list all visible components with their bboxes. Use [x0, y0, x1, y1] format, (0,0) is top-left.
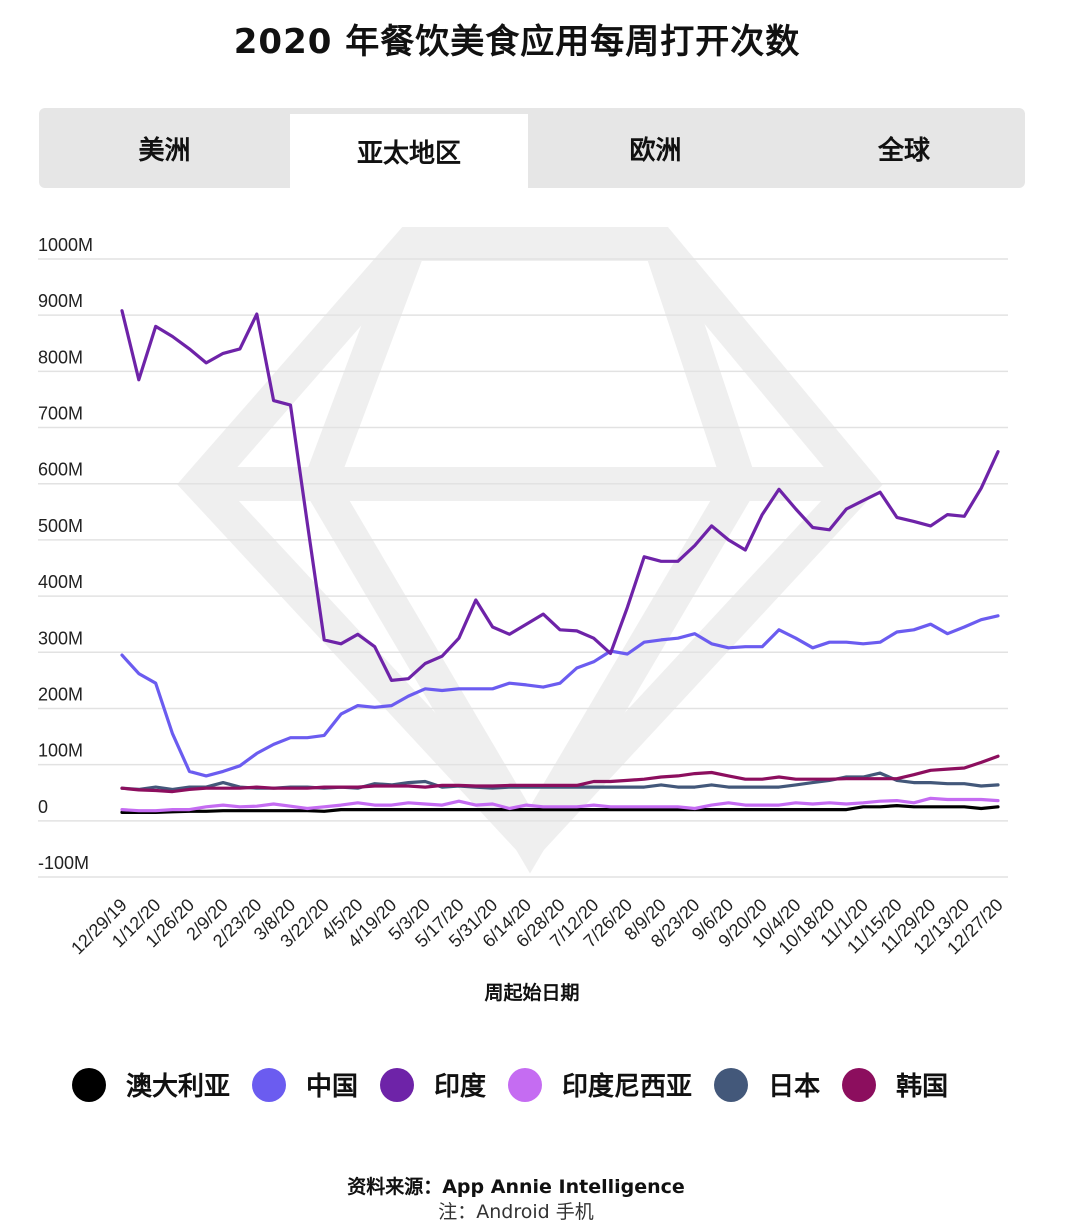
line-chart: 1000M 900M 800M 700M 600M 500M 400M 300M 200M 100… [38, 227, 1008, 958]
y-tick-label: 800M [38, 347, 83, 367]
tab-label: 全球 [877, 135, 930, 166]
legend-item-china: 中国 [252, 1066, 358, 1103]
y-tick-label: 1000M [38, 235, 93, 255]
y-tick-label: 0 [38, 797, 48, 817]
y-tick-label: 500M [38, 516, 83, 536]
tab-asia-pacific[interactable]: 亚太地区 [290, 114, 528, 188]
tab-label: 亚太地区 [356, 138, 461, 169]
series-line-1 [120, 614, 1000, 778]
y-tick-label: 400M [38, 572, 83, 592]
x-axis-title: 周起始日期 [484, 982, 580, 1004]
y-tick-label: 200M [38, 684, 83, 704]
legend-label: 中国 [306, 1072, 359, 1102]
y-tick-label: 600M [38, 460, 83, 480]
legend-item-india: 印度 [380, 1066, 486, 1103]
y-tick-label: -100M [38, 853, 89, 873]
y-tick-label: 900M [38, 291, 83, 311]
region-tabs: 美洲 亚太地区 欧洲 全球 [39, 108, 1025, 188]
legend-item-korea: 韩国 [842, 1066, 948, 1103]
chart-title: 2020 年餐饮美食应用每周打开次数 [233, 22, 801, 62]
tab-label: 美洲 [138, 135, 191, 166]
tab-global[interactable]: 全球 [783, 108, 1025, 188]
legend-item-japan: 日本 [714, 1066, 820, 1103]
legend-swatch [714, 1067, 749, 1102]
y-tick-label: 700M [38, 404, 83, 424]
series-line-2 [120, 309, 1000, 682]
tab-europe[interactable]: 欧洲 [528, 108, 783, 188]
series-line-0 [120, 803, 1000, 815]
legend-label: 印度尼西亚 [562, 1072, 693, 1102]
legend-item-australia: 澳大利亚 [72, 1066, 230, 1103]
y-tick-label: 300M [38, 628, 83, 648]
legend-label: 印度 [434, 1072, 487, 1102]
legend-swatch [508, 1067, 543, 1102]
legend: 澳大利亚 中国 印度 印度尼西亚 日本 韩国 [72, 1066, 970, 1103]
watermark-diamond [177, 227, 883, 874]
series-line-3 [120, 796, 1000, 813]
watermark-stroke [177, 227, 883, 866]
source-text: 资料来源：App Annie Intelligence [347, 1176, 685, 1198]
series-line-5 [120, 754, 1000, 794]
tab-label: 欧洲 [629, 135, 682, 166]
legend-label: 韩国 [896, 1072, 949, 1102]
note-text: 注：Android 手机 [438, 1201, 594, 1223]
legend-label: 日本 [768, 1072, 821, 1102]
legend-item-indonesia: 印度尼西亚 [508, 1066, 692, 1103]
watermark-stroke [301, 238, 759, 874]
legend-label: 澳大利亚 [126, 1072, 231, 1102]
legend-swatch [252, 1067, 287, 1102]
tab-americas[interactable]: 美洲 [39, 108, 290, 188]
y-tick-label: 100M [38, 741, 83, 761]
legend-swatch [842, 1067, 877, 1102]
legend-swatch [380, 1067, 415, 1102]
legend-swatch [72, 1067, 106, 1102]
